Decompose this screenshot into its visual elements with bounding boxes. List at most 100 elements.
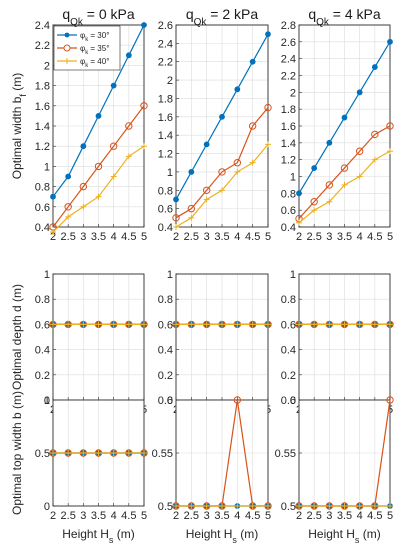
data-point — [95, 321, 102, 328]
data-point — [265, 503, 271, 509]
subplot-r1-c0: 00.20.40.60.8122.533.544.55 — [35, 269, 148, 416]
data-point — [50, 321, 56, 328]
x-tick-label: 4.5 — [121, 231, 136, 243]
x-tick-label: 3 — [80, 231, 86, 243]
series-line-1 — [52, 105, 145, 228]
y-tick-label: 0.5 — [158, 501, 173, 513]
column-title: qQk = 0 kPa — [62, 6, 135, 28]
x-tick-label: 3.5 — [91, 231, 106, 243]
data-point — [219, 187, 225, 194]
data-point — [355, 147, 364, 155]
y-tick-label: 0.6 — [35, 202, 50, 214]
data-point — [125, 52, 132, 59]
subplot-r1-c2: 00.20.40.60.8122.533.544.55 — [281, 269, 394, 416]
data-point — [125, 321, 132, 328]
y-tick-label: 0.2 — [158, 370, 173, 382]
y-tick-label: 0.8 — [158, 294, 173, 306]
y-axis-label: Optimal top width b (m) — [10, 391, 24, 515]
x-tick-label: 2.5 — [184, 510, 199, 522]
data-point — [110, 173, 117, 180]
data-point — [50, 193, 56, 200]
data-point — [296, 190, 302, 197]
x-tick-label: 3.5 — [91, 510, 106, 522]
data-point — [172, 214, 180, 222]
xlabel-subscript: s — [232, 535, 237, 545]
data-point — [125, 153, 132, 160]
x-axis-label: Height Hs (m) — [62, 527, 135, 545]
y-tick-label: 0.8 — [35, 294, 50, 306]
y-tick-label: 0.8 — [35, 182, 50, 194]
data-point — [188, 169, 195, 175]
data-point — [371, 503, 378, 509]
y-tick-label: 0.8 — [158, 185, 173, 197]
data-point — [50, 450, 56, 456]
subplot-r0-c2: 0.4 0.6 0.8 1 1.2 1.4 1.6 1.8 2 2.2 2.4 2.6 2.8 2 2.5 3… — [281, 20, 394, 243]
legend-subscript: k — [85, 63, 89, 69]
y-tick-label: 0 — [44, 501, 50, 513]
data-point — [110, 450, 117, 456]
title-subscript: Qk — [316, 17, 330, 28]
y-tick-label: 2.4 — [35, 20, 50, 32]
axes-frame — [52, 24, 145, 228]
y-tick-label: 1 — [290, 172, 296, 184]
y-tick-label: 0.8 — [281, 188, 296, 200]
data-point — [356, 89, 363, 96]
x-tick-label: 2 — [50, 231, 56, 243]
data-point — [371, 130, 379, 139]
y-tick-label: 0.2 — [35, 370, 50, 382]
y-tick-label: 1 — [44, 395, 50, 407]
x-tick-label: 3 — [326, 510, 332, 522]
data-point — [265, 31, 271, 38]
x-tick-label: 2 — [173, 231, 179, 243]
y-tick-label: 1.8 — [35, 81, 50, 93]
legend-marker — [63, 44, 71, 52]
data-point — [341, 321, 348, 328]
x-tick-label: 4.5 — [367, 510, 382, 522]
y-tick-label: 1 — [290, 269, 296, 281]
data-point — [234, 321, 241, 328]
x-tick-label: 4 — [357, 510, 363, 522]
x-tick-label: 5 — [387, 231, 393, 243]
y-tick-label: 0 — [167, 395, 173, 407]
data-point — [95, 113, 102, 119]
legend-symbol: φ — [80, 44, 85, 53]
data-point — [140, 102, 148, 110]
data-point — [371, 64, 378, 70]
x-tick-label: 4.5 — [121, 510, 136, 522]
x-tick-label: 2.5 — [61, 231, 76, 243]
x-tick-label: 5 — [387, 510, 393, 522]
legend-subscript: k — [85, 50, 89, 56]
data-point — [80, 143, 87, 150]
column-title: qQk = 4 kPa — [308, 6, 381, 28]
data-point — [249, 159, 256, 166]
data-point — [218, 168, 226, 176]
data-point — [371, 321, 378, 328]
data-point — [326, 503, 333, 509]
data-point — [296, 321, 302, 328]
y-tick-label: 1 — [44, 269, 50, 281]
y-tick-label: 0 — [290, 395, 296, 407]
data-point — [109, 142, 118, 150]
x-tick-label: 5 — [141, 231, 147, 243]
data-point — [310, 198, 318, 206]
title-subscript: Qk — [70, 17, 84, 28]
data-point — [341, 181, 348, 188]
y-tick-label: 1.6 — [35, 101, 50, 113]
data-point — [386, 122, 394, 130]
data-point — [64, 203, 72, 211]
y-tick-label: 1.2 — [281, 155, 296, 167]
data-point — [94, 162, 103, 171]
y-tick-label: 2.2 — [281, 71, 296, 83]
title-rest: = 0 kPa — [83, 6, 135, 22]
data-point — [79, 182, 88, 191]
data-point — [325, 181, 334, 189]
y-tick-label: 2 — [290, 87, 296, 99]
x-tick-label: 3 — [204, 231, 210, 243]
y-tick-label: 0.4 — [35, 222, 50, 234]
data-point — [387, 321, 393, 328]
data-point — [125, 450, 132, 456]
y-tick-label: 1.4 — [281, 138, 296, 150]
legend-label: φk = 35° — [80, 44, 109, 56]
legend-symbol: φ — [80, 57, 85, 66]
